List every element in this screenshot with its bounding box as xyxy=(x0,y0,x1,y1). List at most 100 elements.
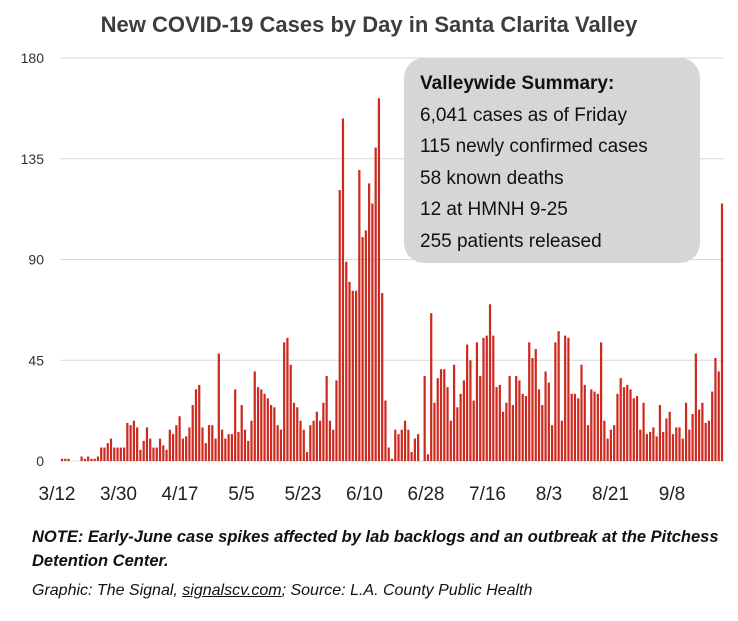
bar xyxy=(211,425,214,461)
bar xyxy=(109,438,113,461)
bar xyxy=(590,389,593,461)
chart-title: New COVID-19 Cases by Day in Santa Clari… xyxy=(100,12,638,37)
bar xyxy=(452,364,456,461)
bar xyxy=(720,203,724,461)
bar xyxy=(642,402,645,461)
x-tick-label: 6/10 xyxy=(346,484,383,505)
bar xyxy=(390,458,394,461)
bar xyxy=(541,405,544,461)
bar xyxy=(185,436,188,461)
bar xyxy=(217,353,220,461)
bar xyxy=(250,420,253,461)
bar xyxy=(567,337,570,461)
x-tick-label: 3/12 xyxy=(39,484,76,505)
bar xyxy=(224,438,227,461)
bar xyxy=(126,422,129,461)
bar xyxy=(283,342,286,461)
bar xyxy=(260,389,263,461)
bar xyxy=(338,190,341,461)
bar xyxy=(279,429,283,461)
bar xyxy=(158,438,162,461)
bar xyxy=(194,389,198,461)
bar xyxy=(495,387,498,461)
bar xyxy=(220,429,224,461)
x-tick-label: 5/5 xyxy=(228,484,254,505)
bar xyxy=(639,429,642,461)
bar xyxy=(433,402,436,461)
bar xyxy=(707,420,711,461)
bar xyxy=(165,449,168,461)
bar xyxy=(466,344,469,461)
y-tick-label: 135 xyxy=(21,151,45,167)
bar xyxy=(341,118,345,461)
summary-box: Valleywide Summary: 6,041 cases as of Fr… xyxy=(404,58,700,263)
bar xyxy=(168,429,171,461)
bar xyxy=(459,393,462,461)
bar xyxy=(106,443,109,461)
bar xyxy=(351,290,354,461)
bar xyxy=(80,456,83,461)
x-tick-label: 7/16 xyxy=(469,484,506,505)
bar xyxy=(273,407,276,461)
bar xyxy=(472,400,475,461)
bar xyxy=(505,402,508,461)
bar xyxy=(368,183,371,461)
bar xyxy=(635,396,639,461)
bar xyxy=(511,405,514,461)
bar xyxy=(145,427,149,461)
bar xyxy=(544,371,547,461)
bars xyxy=(60,98,724,462)
credit-link[interactable]: signalscv.com xyxy=(182,582,282,599)
bar xyxy=(201,427,204,461)
bar xyxy=(237,431,240,461)
bar xyxy=(596,393,599,461)
x-tick-label: 8/3 xyxy=(536,484,562,505)
bar xyxy=(60,458,64,461)
bar xyxy=(528,342,531,461)
bar xyxy=(139,449,142,461)
bar xyxy=(348,281,351,461)
bar xyxy=(155,447,158,461)
bar xyxy=(658,405,662,461)
bar xyxy=(364,230,367,461)
bar xyxy=(462,380,465,461)
bar xyxy=(649,431,652,461)
bar xyxy=(684,402,688,461)
bar xyxy=(149,438,152,461)
bar xyxy=(443,369,446,461)
y-tick-label: 0 xyxy=(36,453,44,469)
bar xyxy=(714,358,717,461)
bar xyxy=(665,418,668,461)
bar xyxy=(335,380,338,461)
bar xyxy=(191,405,194,461)
bar xyxy=(332,429,335,461)
bar xyxy=(377,98,381,462)
x-axis-ticks: 3/12 3/30 4/17 5/5 5/23 6/10 6/28 7/16 8/3 8/21 9/… xyxy=(39,484,686,505)
bar xyxy=(296,407,299,461)
bar xyxy=(243,429,247,461)
bar xyxy=(606,438,609,461)
bar xyxy=(600,342,603,461)
bar xyxy=(328,420,332,461)
bar xyxy=(403,420,407,461)
bar xyxy=(501,411,505,461)
bar xyxy=(178,416,181,461)
x-tick-label: 3/30 xyxy=(100,484,137,505)
bar xyxy=(93,458,96,461)
bar xyxy=(632,398,635,461)
bar xyxy=(717,371,720,461)
bar xyxy=(90,458,93,461)
bar xyxy=(309,425,312,461)
bar xyxy=(613,425,616,461)
bar xyxy=(96,456,100,461)
bar xyxy=(550,425,554,461)
bar xyxy=(564,335,567,461)
bar xyxy=(691,413,694,461)
bar xyxy=(240,405,243,461)
bar xyxy=(619,378,622,461)
bar xyxy=(188,427,191,461)
bar xyxy=(508,375,511,461)
bar xyxy=(142,440,145,461)
bar xyxy=(675,427,678,461)
